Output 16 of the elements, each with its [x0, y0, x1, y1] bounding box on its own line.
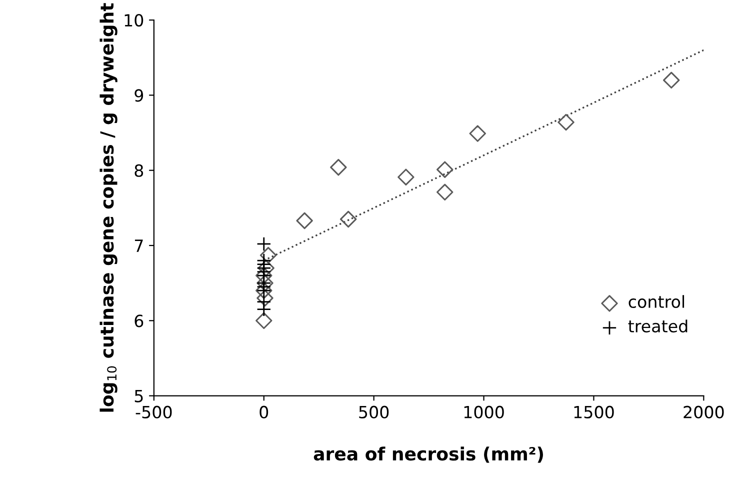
x-tick-label: 1000	[464, 406, 504, 418]
y-tick-label: 6	[134, 314, 144, 328]
x-tick-label: 500	[359, 406, 389, 418]
x-tick-label: 2000	[684, 406, 724, 418]
y-axis-title: log$_{10}$ cutinase gene copies / g dryweight	[100, 3, 118, 412]
y-tick-label: 10	[124, 14, 144, 27]
y-tick-label: 7	[134, 240, 143, 252]
x-tick-label: 0	[260, 406, 268, 418]
y-tick-label: 9	[134, 89, 144, 102]
legend-label: treated	[628, 320, 688, 332]
legend-label: control	[628, 295, 684, 308]
x-tick-label: -500	[136, 406, 172, 418]
y-tick-label: 8	[134, 164, 144, 177]
x-tick-label: 1500	[574, 406, 614, 418]
x-axis-title: area of necrosis (mm²)	[314, 446, 543, 463]
y-tick-label: 5	[134, 390, 143, 402]
